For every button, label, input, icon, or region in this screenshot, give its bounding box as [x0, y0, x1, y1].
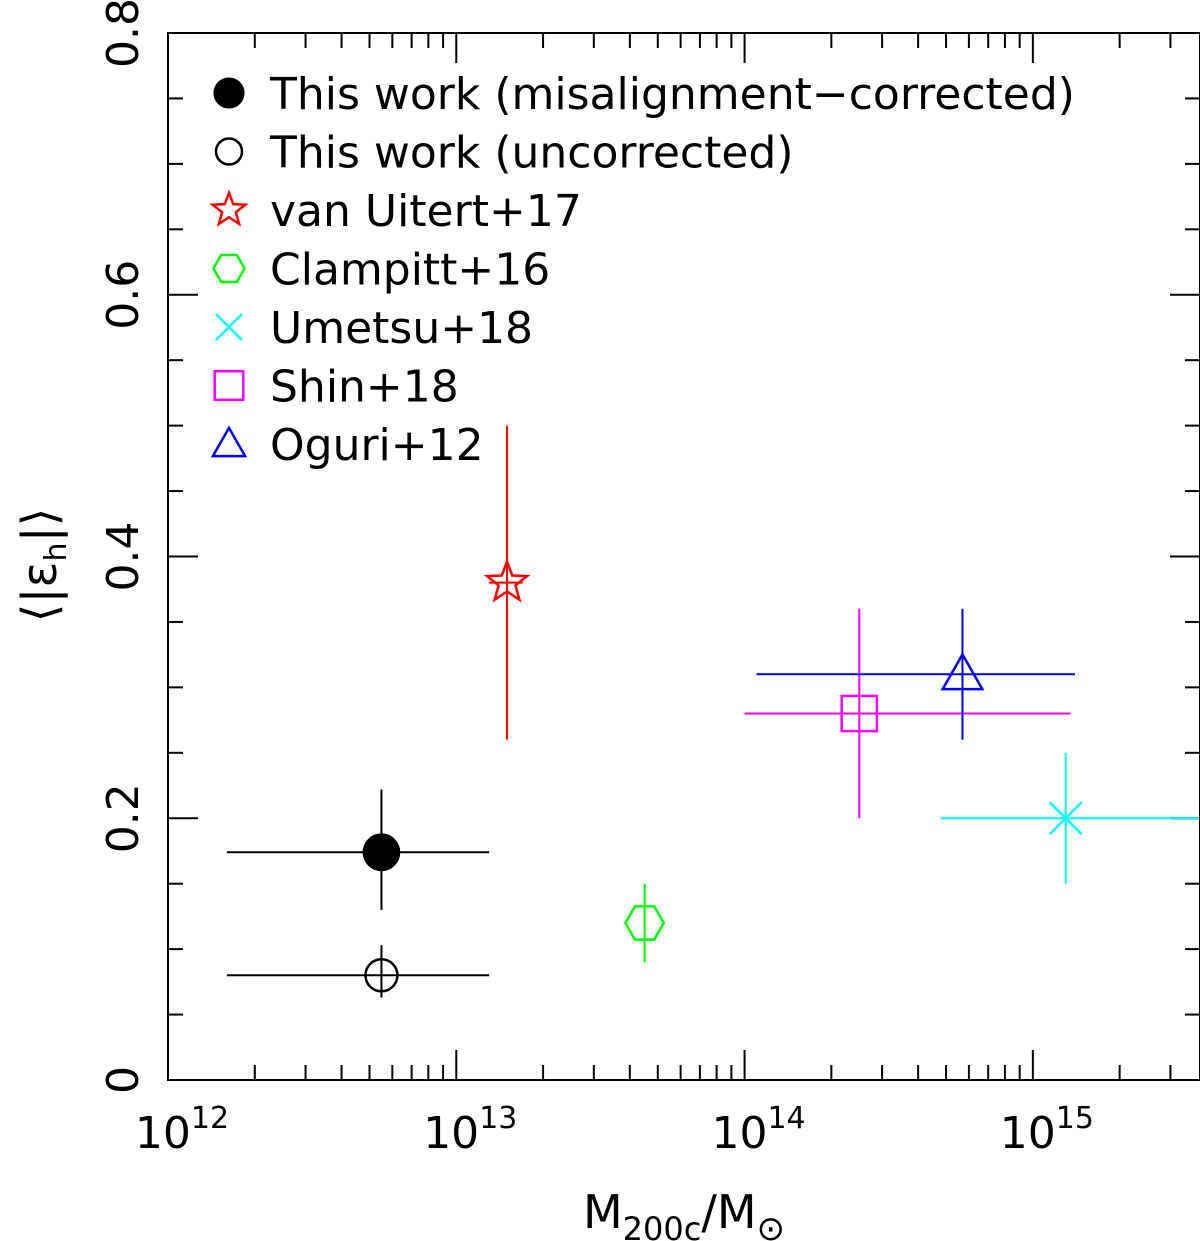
legend-marker	[209, 189, 249, 227]
data-point	[940, 752, 1200, 884]
y-axis-label: ⟨|εh|⟩	[12, 508, 74, 623]
tick-label-layer: 1012 1013 1014 1015 0 0.2 0.4 0.6 0.8 M200c/M⊙ ⟨|ε…	[12, 0, 1094, 1241]
point-marker	[483, 557, 531, 603]
series-layer	[226, 425, 1200, 998]
point-marker	[1048, 801, 1083, 836]
y-tick-label: 0.4	[98, 522, 149, 592]
point-marker	[364, 958, 399, 993]
legend-marker	[213, 369, 245, 402]
legend-item: Umetsu+18	[215, 303, 533, 354]
data-point	[226, 789, 490, 910]
legend-label: Clampitt+16	[270, 245, 550, 296]
legend-label: Oguri+12	[270, 420, 484, 471]
legend-label: Umetsu+18	[270, 303, 533, 354]
point-marker	[940, 651, 985, 691]
legend-item: This work (uncorrected)	[214, 128, 794, 179]
x-tick-label: 1012	[135, 1101, 229, 1159]
data-point	[483, 425, 531, 740]
x-tick-label: 1015	[1000, 1101, 1094, 1159]
legend-label: Shin+18	[270, 362, 459, 413]
x-axis-label: M200c/M⊙	[583, 1185, 785, 1241]
y-tick-label: 0	[98, 1066, 149, 1094]
legend-marker	[210, 425, 248, 458]
legend-marker	[211, 253, 247, 284]
legend-marker	[213, 77, 245, 109]
y-tick-label: 0.8	[98, 0, 149, 68]
legend-item: This work (misalignment−corrected)	[213, 69, 1075, 120]
x-tick-label: 1014	[711, 1101, 805, 1159]
legend-item: Clampitt+16	[211, 245, 550, 296]
legend-item: van Uitert+17	[209, 186, 582, 237]
legend-item: Oguri+12	[210, 420, 484, 471]
legend-label: This work (misalignment−corrected)	[269, 69, 1075, 120]
y-tick-label: 0.2	[98, 783, 149, 853]
point-marker	[840, 694, 879, 733]
legend-label: van Uitert+17	[270, 186, 582, 237]
data-point	[623, 883, 666, 963]
y-tick-label: 0.6	[98, 260, 149, 330]
point-marker	[623, 905, 666, 941]
x-tick-label: 1013	[423, 1101, 517, 1159]
legend-label: This work (uncorrected)	[269, 128, 794, 179]
legend-marker	[215, 313, 243, 341]
point-marker	[362, 833, 401, 872]
data-point	[744, 608, 1071, 819]
legend: This work (misalignment−corrected) This w…	[209, 69, 1075, 471]
data-point	[756, 608, 1075, 740]
plot-frame	[167, 32, 1200, 1081]
legend-marker	[214, 137, 244, 166]
data-point	[226, 945, 490, 998]
legend-item: Shin+18	[213, 362, 459, 413]
